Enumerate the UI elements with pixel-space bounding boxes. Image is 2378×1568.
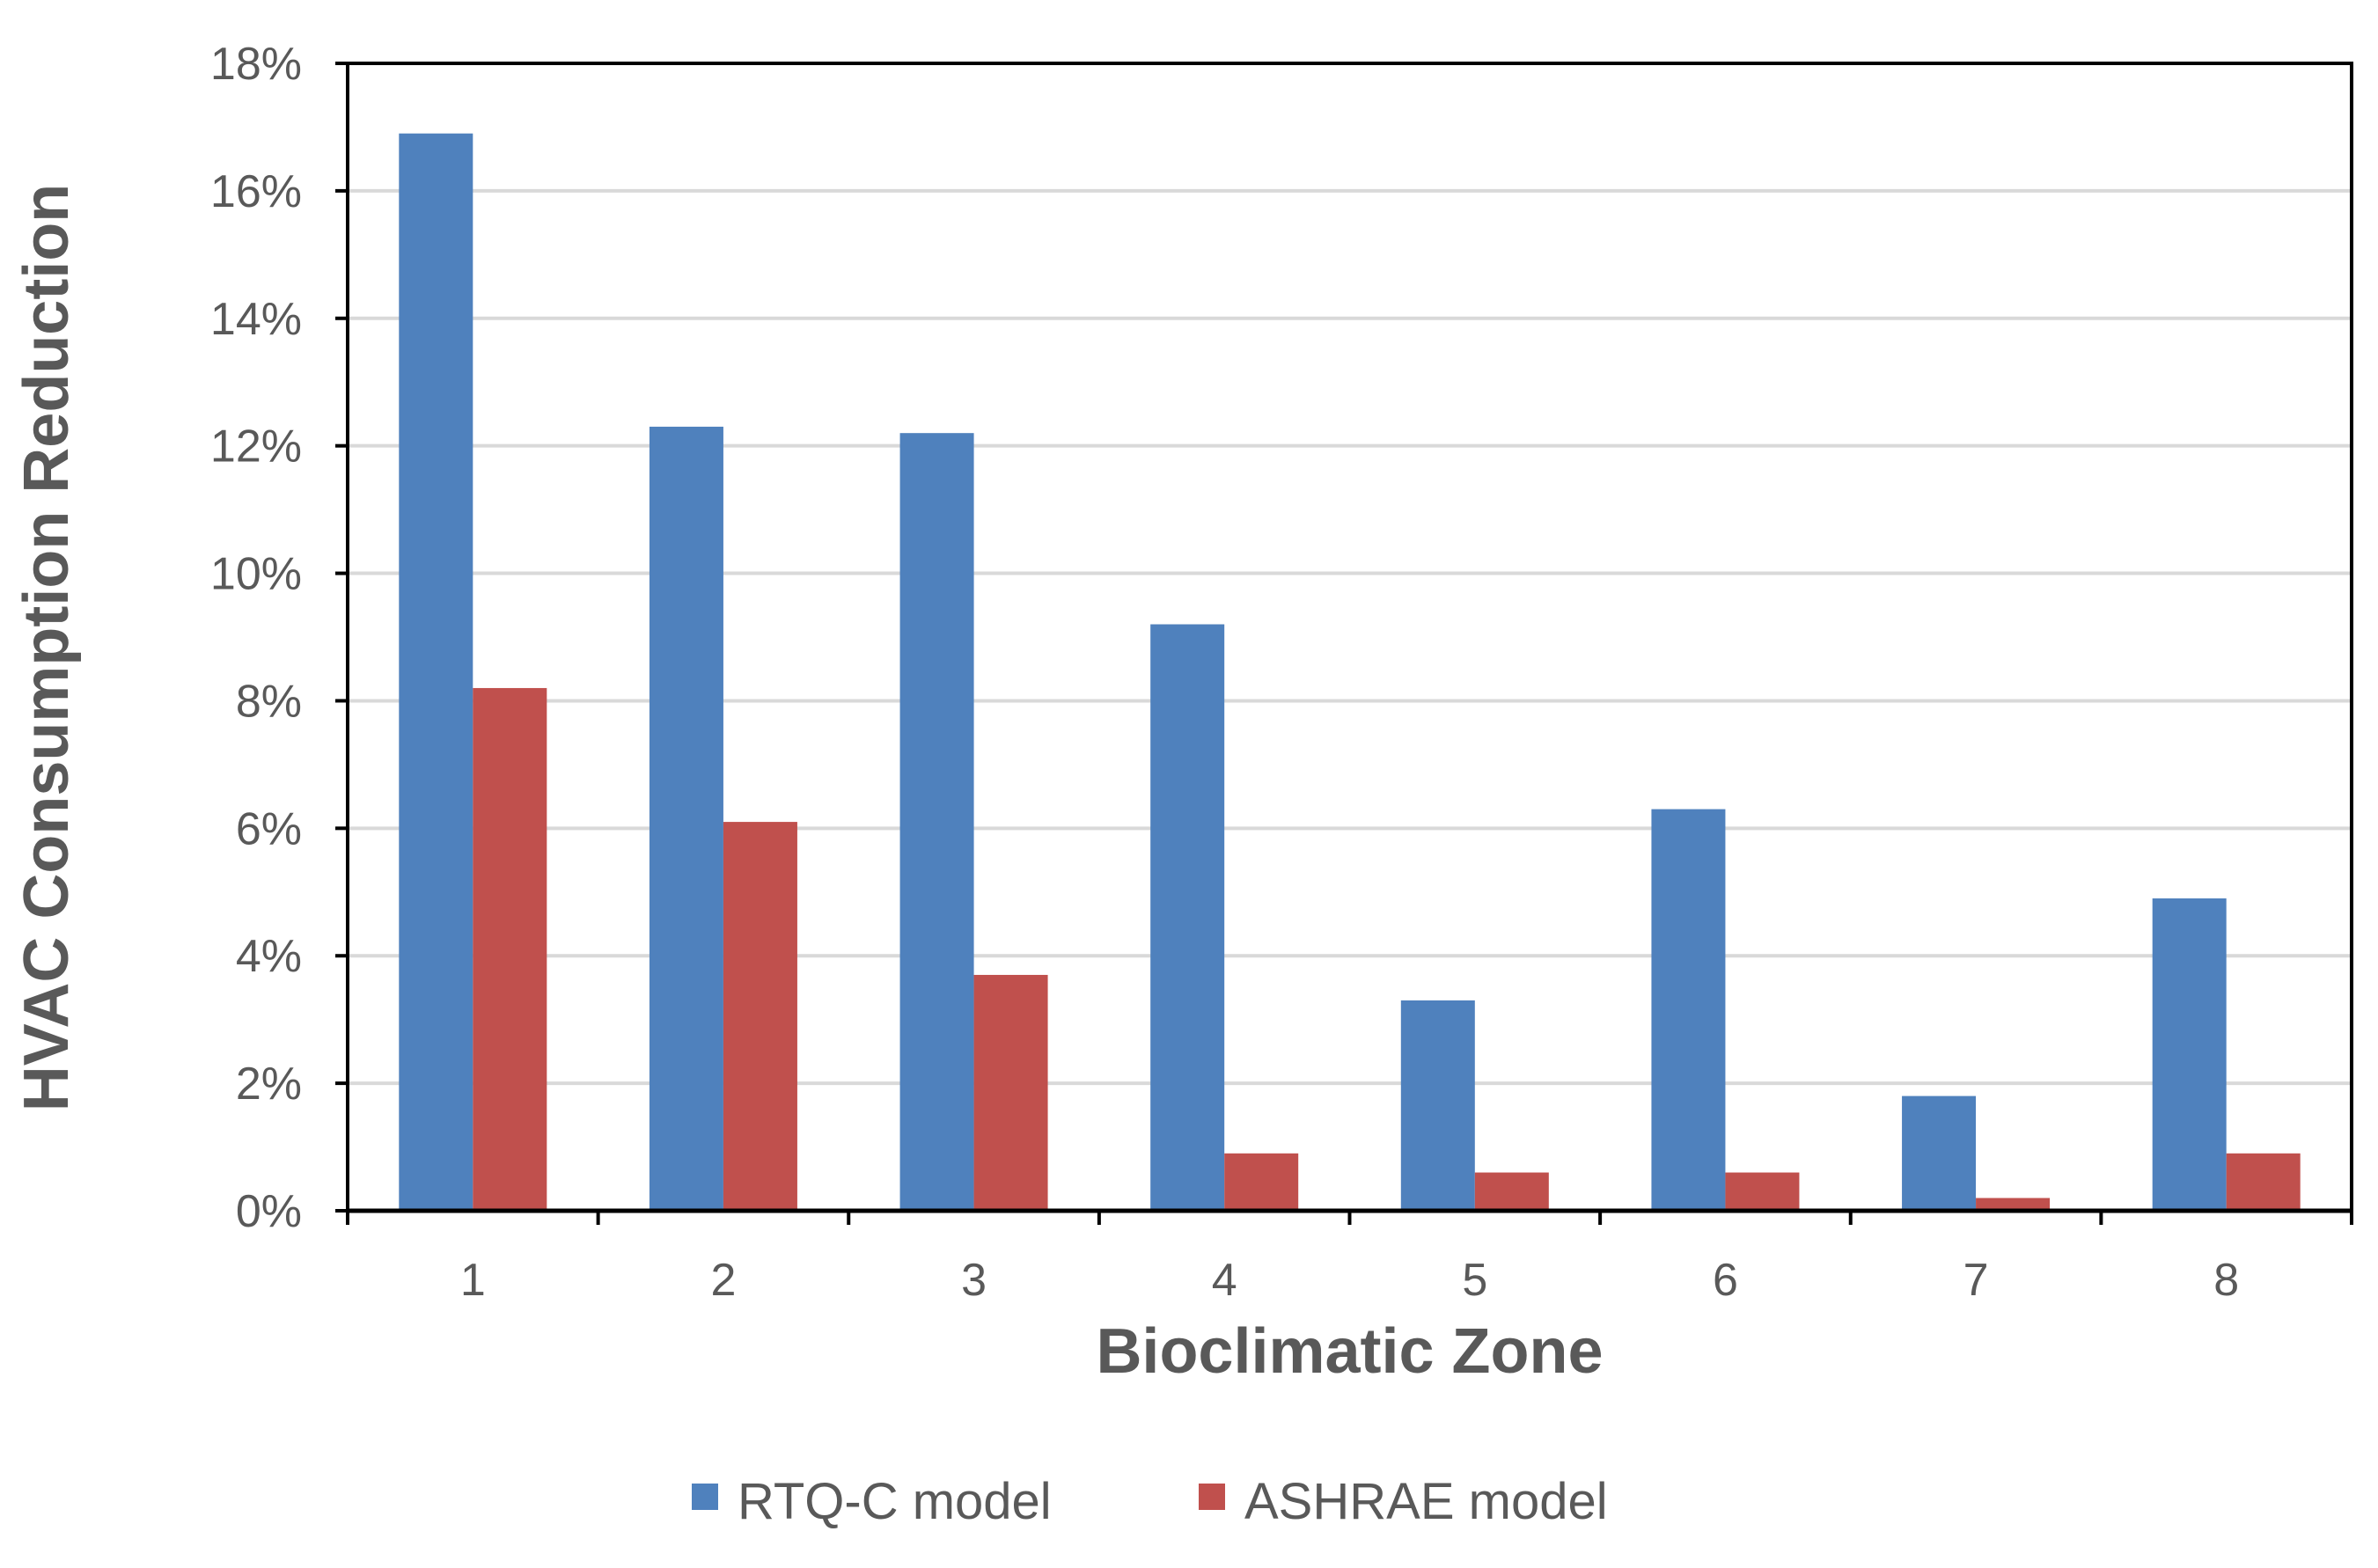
legend-swatch-ashrae	[1199, 1484, 1225, 1510]
x-tick-label: 8	[2213, 1255, 2239, 1306]
y-tick-labels: 0% 2% 4% 6% 8% 10% 12% 14% 16% 18%	[210, 39, 302, 1237]
x-tick-label: 4	[1212, 1255, 1237, 1306]
bar-rtq-c-model-zone-2	[649, 426, 723, 1211]
bar-rtq-c-model-zone-5	[1400, 1000, 1475, 1211]
x-tick-label: 5	[1462, 1255, 1487, 1306]
bar-ashrae-model-zone-4	[1224, 1153, 1299, 1211]
y-axis-title: HVAC Consumption Reduction	[11, 184, 82, 1112]
x-axis-title: Bioclimatic Zone	[1096, 1316, 1603, 1387]
legend-label-rtq-c: RTQ-C model	[738, 1473, 1052, 1530]
y-tick-label: 0%	[236, 1186, 302, 1237]
legend: RTQ-C model ASHRAE model	[692, 1473, 1608, 1530]
bar-ashrae-model-zone-6	[1725, 1172, 1800, 1211]
y-tick-label: 4%	[236, 931, 302, 982]
x-tick-label: 1	[460, 1255, 486, 1306]
y-tick-label: 10%	[210, 549, 302, 600]
bar-ashrae-model-zone-7	[1976, 1198, 2051, 1211]
bar-rtq-c-model-zone-1	[399, 133, 473, 1212]
bar-ashrae-model-zone-1	[473, 687, 547, 1211]
y-tick-label: 14%	[210, 294, 302, 345]
x-tick-label: 7	[1963, 1255, 1989, 1306]
x-tick-label: 3	[961, 1255, 987, 1306]
bar-ashrae-model-zone-5	[1474, 1172, 1549, 1211]
y-tick-label: 12%	[210, 421, 302, 473]
x-tick-label: 2	[710, 1255, 736, 1306]
gridlines	[348, 188, 2352, 1086]
x-tick-label: 6	[1713, 1255, 1738, 1306]
y-tick-label: 2%	[236, 1059, 302, 1110]
bar-rtq-c-model-zone-6	[1651, 809, 1726, 1211]
x-tick-labels: 1 2 3 4 5 6 7 8	[460, 1255, 2239, 1306]
bar-rtq-c-model-zone-3	[899, 433, 974, 1212]
bar-ashrae-model-zone-2	[723, 822, 797, 1211]
y-tick-label: 18%	[210, 39, 302, 90]
bar-rtq-c-model-zone-8	[2152, 898, 2227, 1211]
legend-label-ashrae: ASHRAE model	[1244, 1473, 1608, 1530]
bar-rtq-c-model-zone-7	[1902, 1095, 1977, 1211]
bar-ashrae-model-zone-8	[2226, 1153, 2301, 1211]
legend-swatch-rtq-c	[692, 1484, 718, 1510]
plot-area-frame	[346, 62, 2353, 1213]
bar-ashrae-model-zone-3	[973, 974, 1048, 1211]
bar-rtq-c-model-zone-4	[1150, 624, 1225, 1211]
y-tick-label: 8%	[236, 676, 302, 727]
axes	[335, 62, 2353, 1225]
y-tick-label: 6%	[236, 803, 302, 854]
bars	[399, 133, 2301, 1212]
y-tick-label: 16%	[210, 166, 302, 217]
